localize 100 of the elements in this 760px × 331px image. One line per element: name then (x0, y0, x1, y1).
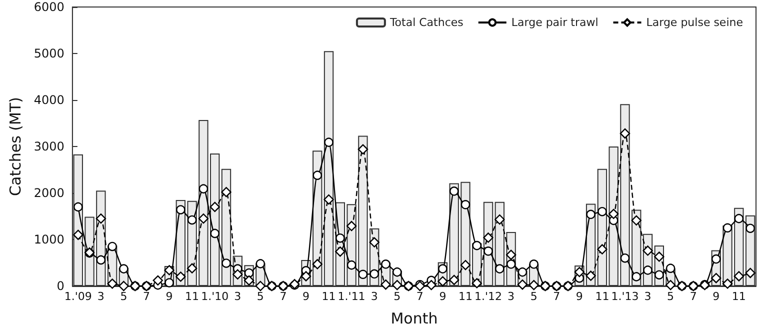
point (472, 240, 482, 250)
point (300, 271, 312, 282)
point (96, 213, 106, 224)
point (642, 246, 653, 256)
point (108, 242, 117, 252)
x-tick-label: 11 (732, 290, 746, 303)
legend-label: Total Cathces (388, 16, 464, 29)
point (711, 272, 722, 284)
point (631, 215, 642, 226)
point (734, 214, 744, 224)
point (222, 258, 231, 268)
point (460, 260, 471, 270)
point (620, 254, 630, 263)
point (438, 276, 448, 286)
x-tick-label: 9 (166, 290, 173, 303)
x-tick-label: 5 (530, 290, 538, 303)
x-axis-title: Month (390, 310, 438, 328)
x-tick-label: 5 (394, 290, 401, 303)
point (598, 207, 607, 216)
point (210, 202, 220, 212)
x-tick-label: 9 (576, 290, 583, 303)
point (745, 268, 756, 278)
point (118, 280, 129, 292)
point (312, 170, 322, 180)
point (392, 280, 402, 290)
point (517, 280, 528, 290)
x-tick-label: 1.'12 (474, 290, 502, 303)
point (358, 270, 368, 279)
point (620, 128, 630, 139)
x-tick-label: 3 (370, 290, 378, 303)
x-tick-label: 7 (690, 290, 697, 303)
point (380, 280, 391, 290)
point (221, 186, 232, 198)
point (734, 271, 744, 282)
point (346, 220, 357, 232)
point (312, 259, 322, 270)
y-tick-label: 4000 (34, 93, 64, 107)
x-tick-label: 3 (234, 290, 242, 303)
point (346, 260, 356, 270)
point (460, 200, 470, 210)
point (574, 266, 585, 278)
x-tick-label: 1.'09 (64, 290, 92, 303)
point (518, 267, 528, 277)
point (74, 202, 83, 212)
x-tick-label: 1.'10 (201, 290, 229, 303)
point (392, 267, 402, 277)
point (232, 269, 243, 280)
y-tick-label: 2000 (34, 186, 64, 200)
point (370, 269, 379, 279)
point (654, 270, 664, 280)
point (586, 270, 596, 281)
x-tick-label: 9 (302, 290, 310, 303)
point (494, 214, 505, 225)
x-tick-label: 5 (256, 290, 264, 303)
point (529, 260, 538, 269)
x-tick-label: 7 (142, 290, 150, 303)
x-tick-label: 5 (667, 290, 674, 303)
point (324, 194, 334, 205)
point (107, 278, 118, 289)
point (506, 260, 516, 269)
point (369, 237, 380, 248)
x-tick-label: 7 (280, 290, 287, 303)
point (666, 264, 676, 273)
point (336, 234, 345, 243)
y-tick-label: 1000 (34, 232, 64, 246)
point (358, 144, 368, 154)
x-tick-label: 9 (439, 290, 446, 303)
x-tick-label: 11 (322, 290, 336, 303)
point (632, 272, 641, 282)
x-tick-label: 11 (595, 290, 610, 303)
point (506, 250, 516, 260)
point (608, 208, 619, 220)
point (381, 260, 390, 269)
point (472, 278, 482, 288)
x-tick-label: 1.'13 (611, 290, 639, 303)
x-tick-label: 3 (97, 290, 104, 303)
point (176, 272, 186, 282)
point (152, 275, 163, 286)
y-tick-label: 5000 (34, 46, 64, 60)
point (643, 266, 652, 275)
point (654, 252, 664, 262)
point (665, 280, 676, 290)
point (256, 259, 266, 268)
point (448, 274, 460, 286)
point (255, 280, 266, 292)
point (324, 138, 334, 147)
point (528, 280, 539, 290)
point (426, 280, 436, 290)
point (186, 263, 198, 274)
point (484, 246, 493, 256)
point (198, 213, 209, 224)
x-tick-label: 3 (508, 290, 515, 303)
point (483, 232, 494, 243)
point (712, 254, 721, 264)
x-tick-label: 11 (185, 290, 200, 303)
legend-label: Large pulse seine (646, 16, 744, 29)
point (164, 278, 174, 288)
point (176, 205, 186, 214)
point (73, 230, 84, 240)
y-tick-label: 3000 (34, 140, 64, 154)
